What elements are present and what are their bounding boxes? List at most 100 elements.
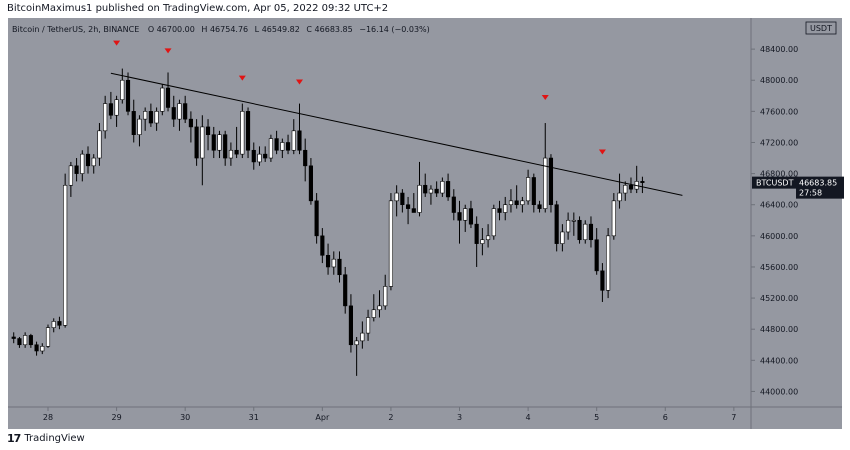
x-tick-label: 2 bbox=[388, 413, 393, 422]
candle-body-down bbox=[411, 208, 416, 213]
price-tag-symbol: BTCUSDT bbox=[756, 179, 794, 188]
candle-body-up bbox=[280, 142, 285, 151]
descending-trendline bbox=[110, 72, 683, 196]
y-tick-label: 46000.00 bbox=[760, 232, 798, 241]
candle-body-down bbox=[308, 165, 313, 202]
brand-label: TradingView bbox=[24, 432, 85, 444]
candle bbox=[428, 185, 434, 205]
candle bbox=[554, 200, 559, 252]
candle bbox=[137, 115, 142, 147]
candle-body-up bbox=[240, 111, 245, 155]
price-axis-area bbox=[751, 18, 842, 407]
candle-body-up bbox=[377, 305, 382, 311]
y-tick-label: 44400.00 bbox=[760, 356, 798, 365]
candle-body-up bbox=[491, 208, 496, 237]
ohlc-high-label: H bbox=[201, 25, 207, 34]
price-tag-value: 46683.85 bbox=[799, 179, 837, 188]
candle-body-up bbox=[611, 200, 616, 237]
candle bbox=[383, 274, 388, 310]
candle-body-down bbox=[451, 196, 456, 213]
candle-body-up bbox=[360, 332, 365, 342]
candle bbox=[503, 196, 508, 221]
candle-body-up bbox=[97, 130, 102, 159]
candle bbox=[131, 99, 136, 143]
candle bbox=[400, 189, 405, 213]
candle bbox=[268, 134, 273, 162]
candle bbox=[240, 103, 245, 159]
candle-body-down bbox=[337, 258, 342, 276]
candle-body-down bbox=[11, 336, 16, 339]
candle bbox=[606, 228, 611, 299]
candle-body-up bbox=[114, 99, 119, 116]
candle-body-down bbox=[446, 181, 451, 198]
candle-body-up bbox=[486, 235, 491, 241]
candle-body-down bbox=[548, 157, 554, 206]
candle bbox=[537, 200, 542, 213]
candle-body-up bbox=[428, 188, 434, 194]
candle bbox=[628, 177, 634, 194]
price-tag-value-bg bbox=[796, 176, 844, 199]
candle-body-up bbox=[617, 192, 622, 202]
marker-down-arrow-icon bbox=[598, 149, 606, 155]
candle-body-up bbox=[480, 239, 485, 244]
candle bbox=[343, 266, 348, 314]
candle bbox=[280, 138, 285, 159]
candle-body-up bbox=[526, 177, 531, 202]
candle bbox=[463, 204, 468, 232]
candle-body-up bbox=[291, 130, 296, 151]
candle-body-up bbox=[268, 138, 273, 159]
y-tick-label: 45600.00 bbox=[760, 263, 798, 272]
candle bbox=[588, 216, 594, 248]
candle bbox=[28, 333, 33, 348]
candle-body-down bbox=[148, 111, 153, 124]
candle-body-down bbox=[274, 138, 279, 151]
candle bbox=[423, 173, 428, 197]
candle-body-down bbox=[211, 134, 216, 151]
candle bbox=[120, 68, 125, 104]
candle bbox=[177, 99, 182, 131]
candle bbox=[125, 72, 131, 116]
candle bbox=[17, 336, 22, 348]
ohlc-change: −16.14 (−0.03%) bbox=[359, 25, 430, 34]
candle bbox=[308, 158, 313, 205]
candle-body-down bbox=[74, 165, 79, 174]
candle-body-up bbox=[154, 111, 159, 124]
candle bbox=[480, 228, 485, 256]
candle-body-up bbox=[137, 118, 142, 135]
candle-body-down bbox=[468, 208, 474, 225]
candle-body-up bbox=[365, 317, 371, 334]
time-axis-area bbox=[8, 407, 842, 429]
candle bbox=[457, 200, 462, 244]
candle-body-up bbox=[566, 219, 571, 233]
currency-badge[interactable]: USDT bbox=[805, 21, 837, 35]
candle-body-down bbox=[554, 204, 559, 244]
candle-body-up bbox=[371, 309, 376, 318]
candle-body-down bbox=[297, 130, 302, 151]
candle bbox=[325, 243, 331, 275]
candle bbox=[91, 154, 96, 174]
candle bbox=[411, 193, 416, 213]
candle-body-up bbox=[120, 79, 125, 100]
x-tick-label: 31 bbox=[249, 413, 259, 422]
x-tick-label: 5 bbox=[594, 413, 599, 422]
candle bbox=[434, 181, 439, 197]
candle bbox=[183, 95, 188, 124]
candle bbox=[571, 212, 576, 236]
price-tag-symbol-bg bbox=[752, 176, 798, 189]
candle-body-down bbox=[183, 103, 188, 120]
candle bbox=[51, 318, 56, 333]
candle-body-down bbox=[348, 305, 353, 346]
x-tick-label: 7 bbox=[731, 413, 736, 422]
candle bbox=[583, 220, 588, 244]
candle bbox=[577, 216, 582, 244]
candle-body-down bbox=[17, 338, 22, 346]
candle bbox=[171, 95, 176, 127]
candle-body-down bbox=[57, 321, 62, 326]
candle bbox=[417, 161, 422, 217]
candle-body-down bbox=[474, 223, 479, 244]
candle bbox=[497, 200, 502, 221]
candle-body-up bbox=[80, 153, 85, 174]
x-tick-label: 28 bbox=[43, 413, 53, 422]
candle-body-up bbox=[91, 157, 96, 167]
